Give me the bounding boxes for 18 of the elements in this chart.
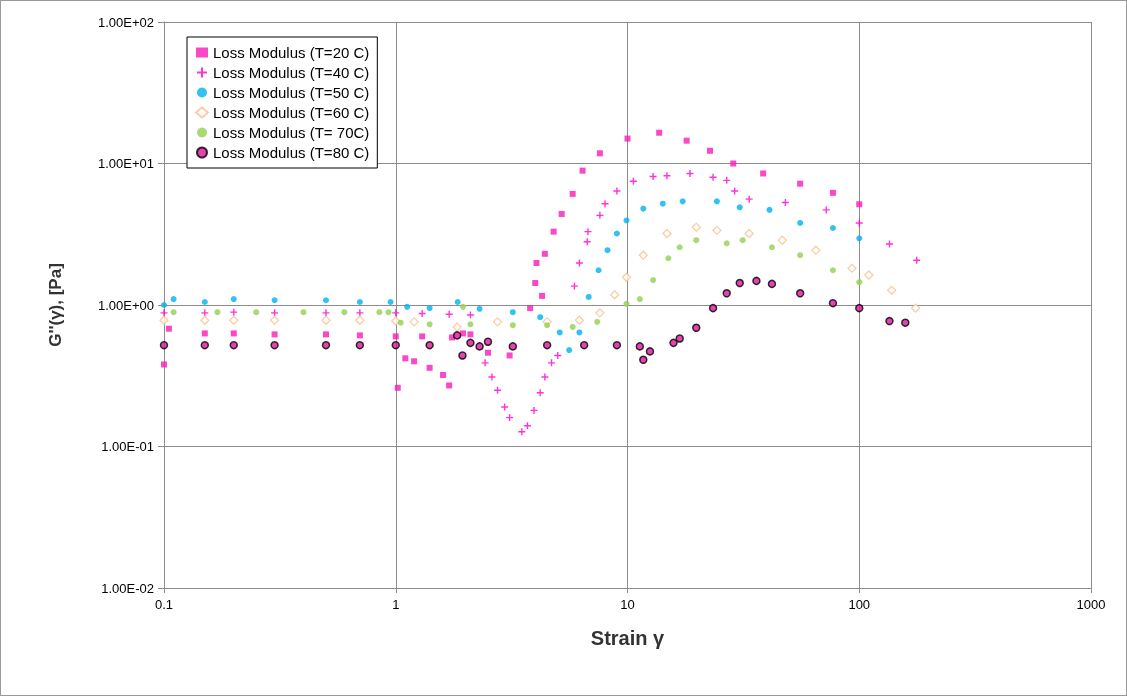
y-tick-label: 1.00E-01 [101,439,154,454]
y-tick-label: 1.00E+01 [97,156,154,171]
legend-label: Loss Modulus (T=60 C) [213,104,370,121]
y-tick-label: 1.00E-02 [101,580,154,596]
x-tick-label: 0.1 [154,597,174,612]
x-tick-label: 100 [848,597,871,612]
y-tick-label: 1.00E+00 [97,297,154,313]
y-tick-label: 1.00E+02 [97,14,154,30]
x-tick-label: 1000 [1076,597,1106,612]
legend-label: Loss Modulus (T=50 C) [213,84,370,101]
x-tick-label: 10 [620,597,635,612]
x-axis-title: Strain γ [590,627,666,649]
legend-label: Loss Modulus (T=20 C) [213,44,370,61]
x-tick-label: 1 [392,597,400,612]
legend-label: Loss Modulus (T= 70C) [213,124,370,141]
legend-label: Loss Modulus (T=40 C) [213,64,370,81]
legend-label: Loss Modulus (T=80 C) [213,144,370,161]
y-axis-title: G''(γ), [Pa] [46,263,65,347]
